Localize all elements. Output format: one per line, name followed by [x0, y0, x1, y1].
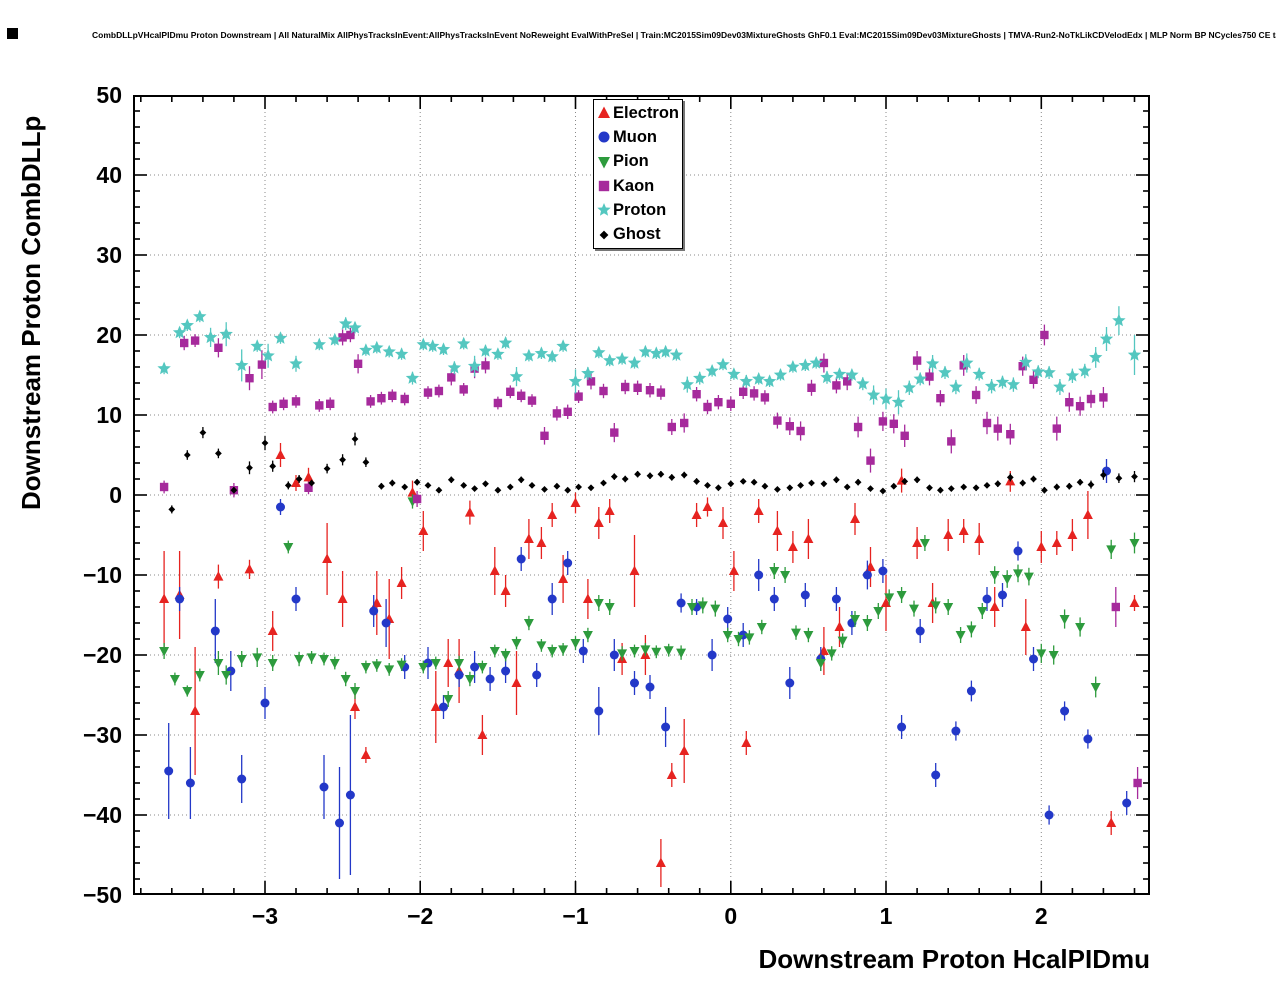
plot-frame — [133, 95, 1150, 895]
y-tick-label: 40 — [96, 162, 122, 188]
triangle-up-icon — [598, 106, 610, 119]
legend-item-muon: Muon — [594, 125, 682, 149]
legend-item-kaon: Kaon — [594, 174, 682, 198]
triangle-down-icon — [598, 156, 610, 169]
x-tick-label: 0 — [724, 903, 738, 929]
legend-label: Muon — [613, 127, 657, 146]
y-tick-label: −50 — [82, 882, 122, 908]
legend-item-proton: Proton — [594, 198, 682, 222]
y-tick-label: −30 — [82, 722, 122, 748]
corner-mark — [7, 28, 18, 39]
circle-icon — [598, 131, 610, 143]
x-axis-title: Downstream Proton HcalPIDmu — [758, 944, 1150, 974]
legend-item-pion: Pion — [594, 150, 682, 174]
legend-label: Proton — [613, 200, 667, 219]
legend-label: Electron — [613, 103, 680, 122]
diamond-icon — [599, 230, 609, 240]
y-tick-label: −10 — [82, 562, 122, 588]
x-tick-label: −2 — [407, 903, 434, 929]
x-tick-label: −3 — [251, 903, 279, 929]
y-tick-label: −40 — [82, 802, 122, 828]
legend-item-electron: Electron — [594, 101, 682, 125]
legend-label: Ghost — [613, 225, 661, 244]
y-tick-label: 50 — [96, 82, 122, 108]
series-electron — [159, 443, 1140, 887]
y-tick-label: 20 — [96, 322, 122, 348]
y-tick-label: 30 — [96, 242, 122, 268]
star-icon — [597, 203, 611, 217]
series-pion — [159, 494, 1140, 707]
x-tick-label: 1 — [879, 903, 893, 929]
square-icon — [598, 180, 610, 192]
series-ghost — [168, 427, 1138, 514]
series-proton — [157, 306, 1142, 415]
y-tick-label: 10 — [96, 402, 122, 428]
legend-label: Pion — [613, 152, 649, 171]
plot-header-title: CombDLLpVHcalPIDmu Proton Downstream | A… — [92, 30, 1276, 40]
legend-label: Kaon — [613, 176, 655, 195]
legend: Electron Muon Pion Kaon Proton Ghost — [593, 99, 683, 249]
series-muon — [164, 459, 1132, 879]
x-tick-label: −1 — [562, 903, 589, 929]
series-kaon — [159, 324, 1142, 799]
y-tick-label: 0 — [109, 482, 122, 508]
legend-item-ghost: Ghost — [594, 223, 682, 247]
x-tick-label: 2 — [1034, 903, 1048, 929]
plot-area — [133, 95, 1150, 895]
y-tick-label: −20 — [82, 642, 122, 668]
y-axis-title: Downstream Proton CombDLLp — [16, 115, 46, 511]
